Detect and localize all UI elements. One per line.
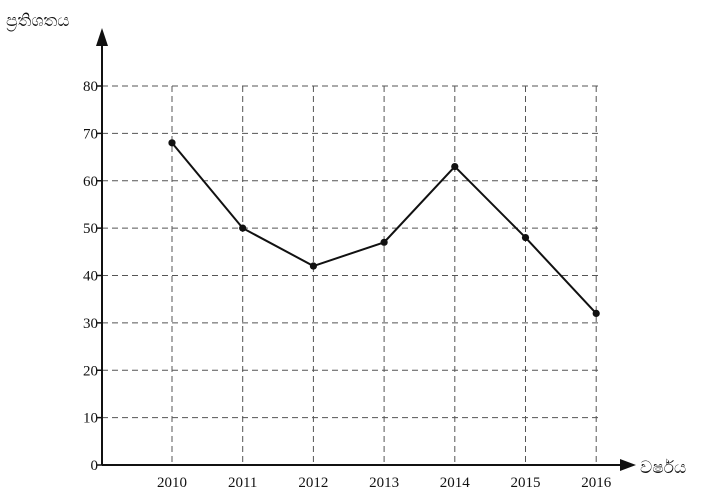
data-point (309, 262, 317, 270)
y-axis-arrow-icon (96, 28, 108, 46)
y-axis-title: ප්‍රතිශතය (6, 11, 70, 31)
y-tick-label: 70 (83, 126, 98, 142)
data-point (521, 234, 530, 242)
y-tick-label: 30 (83, 316, 98, 332)
y-tick-label: 50 (83, 221, 98, 237)
grid-lines (102, 85, 600, 465)
x-axis-arrow-icon (620, 459, 636, 471)
x-tick-label: 2011 (228, 475, 257, 491)
y-tick-label: 60 (83, 174, 98, 190)
data-point (168, 139, 176, 147)
y-tick-label: 80 (83, 79, 98, 95)
y-tick-label: 10 (83, 411, 98, 427)
axes (96, 28, 636, 471)
x-tick-label: 2013 (369, 475, 399, 491)
y-tick-label: 40 (83, 269, 98, 285)
x-tick-label: 2015 (511, 475, 541, 491)
tick-labels: 0 10 20 30 40 50 60 70 80 2010 2011 2012 2013 2014 201… (83, 79, 612, 491)
data-point (592, 309, 600, 317)
y-tick-label: 0 (91, 458, 99, 474)
x-tick-label: 2012 (298, 475, 328, 491)
series (168, 139, 600, 317)
x-tick-label: 2016 (581, 475, 612, 491)
x-tick-label: 2014 (440, 475, 471, 491)
data-point (451, 162, 459, 171)
y-tick-label: 20 (83, 363, 98, 379)
data-point (239, 224, 247, 232)
x-tick-label: 2010 (157, 475, 187, 491)
data-point (380, 238, 388, 246)
x-axis-title: වර්ෂය (640, 458, 686, 478)
